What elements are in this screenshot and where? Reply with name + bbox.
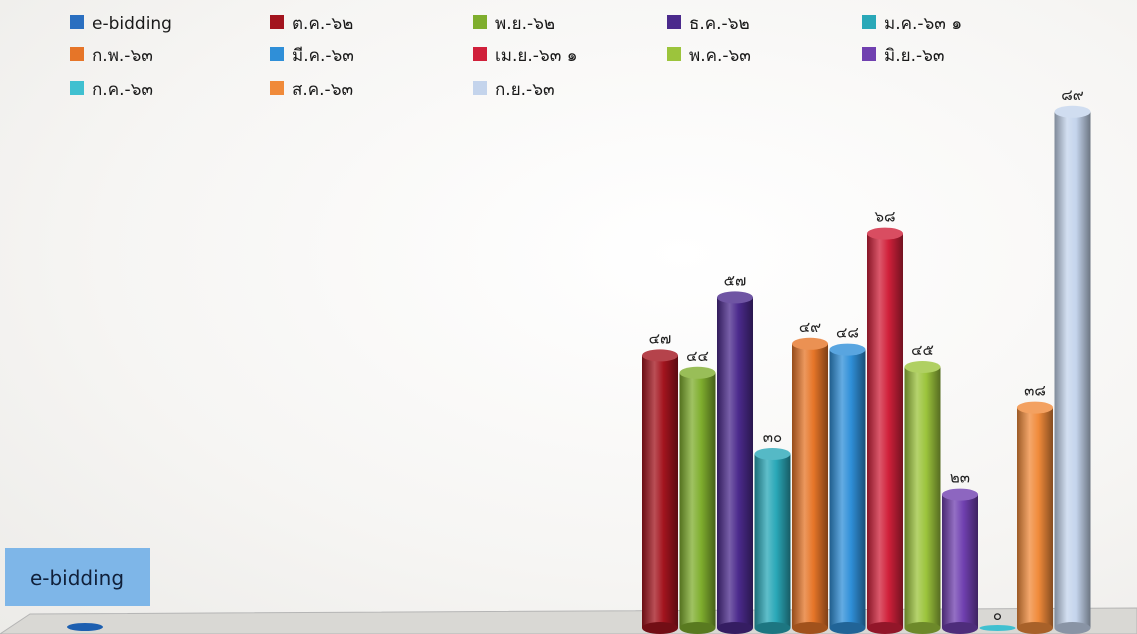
legend-label: ก.ย.-๖๓ [495,80,555,100]
legend-swatch [862,15,876,29]
legend-swatch [270,15,284,29]
legend-swatch [473,81,487,95]
data-label: ๓๐ [763,428,782,446]
bar [792,337,828,634]
bar [942,488,978,634]
legend-label: ก.พ.-๖๓ [92,46,153,66]
data-label: ๔๗ [649,329,672,347]
data-label: ๔๙ [799,318,821,336]
bars [642,105,1091,634]
data-label: ๘๙ [1061,86,1084,104]
legend-swatch [270,47,284,61]
legend-item: ก.พ.-๖๓ [70,46,153,66]
legend-item: มิ.ย.-๖๓ [862,46,945,66]
data-label: ๓๘ [1024,382,1046,400]
empty-series-marker [67,623,103,631]
data-label: ๔๘ [836,324,859,342]
bar [679,366,716,634]
legend-label: พ.ค.-๖๓ [689,46,751,66]
bar [1017,401,1053,634]
legend-item: พ.ค.-๖๓ [667,46,751,66]
legend: e-bidding ต.ค.-๖๒ พ.ย.-๖๒ ธ.ค.-๖๒ ม.ค.-๖๓ ๑ก… [70,14,962,100]
legend-item: ก.ย.-๖๓ [473,80,555,100]
legend-item: ม.ค.-๖๓ ๑ [862,14,962,34]
bar [904,361,941,634]
legend-swatch [70,47,84,61]
legend-swatch [667,15,681,29]
data-label: ๒๓ [950,469,970,487]
legend-item: เม.ย.-๖๓ ๑ [473,46,578,66]
legend-swatch [70,81,84,95]
legend-swatch [473,47,487,61]
legend-label: พ.ย.-๖๒ [495,14,555,34]
legend-item: e-bidding [70,14,172,34]
legend-swatch [473,15,487,29]
legend-item: ธ.ค.-๖๒ [667,14,750,34]
legend-item: ก.ค.-๖๓ [70,80,153,100]
legend-swatch [70,15,84,29]
legend-label: e-bidding [92,14,172,34]
legend-item: มี.ค.-๖๓ [270,46,354,66]
data-label: ๔๕ [911,341,934,359]
legend-label: เม.ย.-๖๓ ๑ [495,46,578,66]
data-label: ๖๘ [874,208,895,226]
bar [829,343,866,634]
data-label: ๕๗ [724,271,747,289]
legend-item: ส.ค.-๖๓ [270,80,353,100]
data-label: ๔๔ [686,347,709,365]
legend-item: พ.ย.-๖๒ [473,14,555,34]
legend-label: ธ.ค.-๖๒ [689,14,750,34]
legend-label: มิ.ย.-๖๓ [884,46,945,66]
bar [867,227,903,634]
category-label-box: e-bidding [5,548,150,606]
data-label: ๐ [993,606,1002,624]
legend-swatch [667,47,681,61]
legend-label: มี.ค.-๖๓ [292,46,354,66]
bar [717,291,753,634]
category-label: e-bidding [30,566,124,590]
bar [979,625,1016,631]
legend-label: ก.ค.-๖๓ [92,80,153,100]
bar [1054,105,1091,634]
legend-label: ส.ค.-๖๓ [292,80,353,100]
legend-label: ต.ค.-๖๒ [292,14,353,34]
bar [642,349,678,634]
legend-swatch [270,81,284,95]
legend-label: ม.ค.-๖๓ ๑ [884,14,962,34]
legend-item: ต.ค.-๖๒ [270,14,353,34]
legend-swatch [862,47,876,61]
bar [754,448,791,634]
